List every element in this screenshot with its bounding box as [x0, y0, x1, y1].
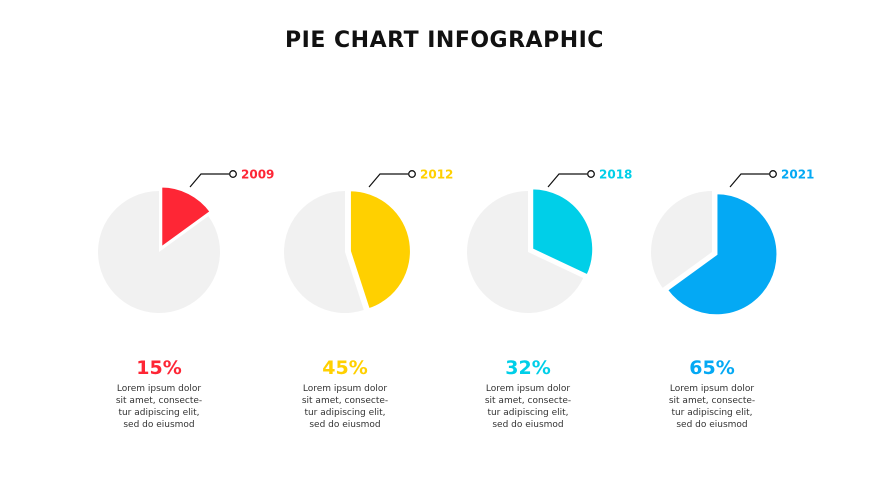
- pie-highlight-slice: [348, 189, 412, 311]
- callout-dot: [587, 170, 595, 178]
- callout-line: [189, 173, 229, 188]
- pie-highlight-slice: [531, 187, 595, 277]
- description-line: Lorem ipsum dolor: [302, 384, 388, 394]
- description-line: tur adipiscing elit,: [118, 408, 200, 418]
- description-line: sed do eiusmod: [676, 420, 748, 430]
- description-line: Lorem ipsum dolor: [116, 384, 202, 394]
- description-line: sit amet, consecte-: [484, 396, 572, 406]
- description-line: sit amet, consecte-: [301, 396, 389, 406]
- description-line: sed do eiusmod: [309, 420, 381, 430]
- percent-label: 65%: [689, 357, 735, 379]
- description-line: tur adipiscing elit,: [304, 408, 386, 418]
- callout-line: [729, 173, 769, 188]
- description-line: tur adipiscing elit,: [671, 408, 753, 418]
- description: Lorem ipsum dolor sit amet, consecte-tur …: [642, 383, 782, 431]
- pie-background-slice: [651, 191, 712, 288]
- callout-dot: [769, 170, 777, 178]
- year-label: 2009: [241, 168, 274, 182]
- callout-dot: [229, 170, 237, 178]
- description-line: sit amet, consecte-: [668, 396, 756, 406]
- percent-label: 15%: [136, 357, 182, 379]
- pie-highlight-slice: [160, 185, 213, 250]
- description: Lorem ipsum dolor sit amet, consecte-tur …: [89, 383, 229, 431]
- year-label: 2012: [420, 168, 453, 182]
- percent-label: 45%: [322, 357, 368, 379]
- pie-highlight-slice: [665, 192, 779, 317]
- description-line: sit amet, consecte-: [115, 396, 203, 406]
- pie-background-slice: [466, 191, 584, 313]
- pie-background-slice: [283, 191, 364, 314]
- year-label: 2021: [781, 168, 814, 182]
- chart-title: PIE CHART INFOGRAPHIC: [285, 28, 604, 53]
- callout-line: [547, 173, 587, 188]
- description: Lorem ipsum dolor sit amet, consecte-tur …: [458, 383, 598, 431]
- description-line: sed do eiusmod: [123, 420, 195, 430]
- callout-line: [368, 173, 408, 188]
- description-line: Lorem ipsum dolor: [669, 384, 755, 394]
- description-line: tur adipiscing elit,: [487, 408, 569, 418]
- description-line: Lorem ipsum dolor: [485, 384, 571, 394]
- callout-dot: [408, 170, 416, 178]
- pie-background-slice: [97, 191, 220, 313]
- description: Lorem ipsum dolor sit amet, consecte-tur …: [275, 383, 415, 431]
- year-label: 2018: [599, 168, 632, 182]
- description-line: sed do eiusmod: [492, 420, 564, 430]
- percent-label: 32%: [505, 357, 551, 379]
